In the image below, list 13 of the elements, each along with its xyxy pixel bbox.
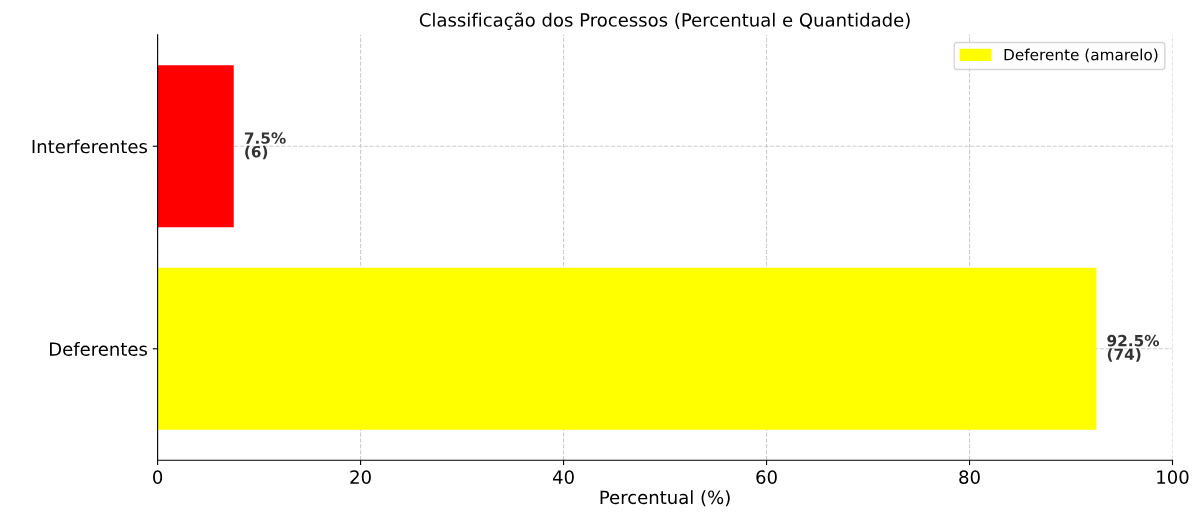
x-tick-label: 80 [959,470,980,484]
data-label: 92.5% (74) [1107,334,1160,362]
data-label: 7.5% (6) [244,132,286,160]
y-tick-label: Interferentes [32,139,147,154]
chart-title: Classificação dos Processos (Percentual e Quantidade) [419,12,910,30]
x-axis-title: Percentual (%) [600,490,730,507]
x-tick-label: 40 [552,470,574,484]
x-tick-label: 20 [350,470,371,484]
x-tick-label: 100 [1157,470,1189,484]
legend-label: Deferente (amarelo) [1004,48,1158,63]
y-tick-label: Deferentes [50,341,147,356]
x-tick-label: 60 [756,470,777,484]
x-tick-label: 0 [153,470,163,484]
